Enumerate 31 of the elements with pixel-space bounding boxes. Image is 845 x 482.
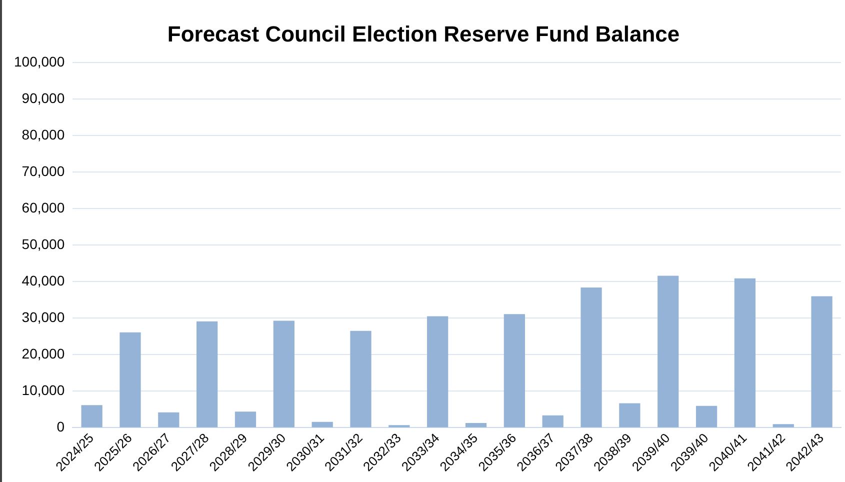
bar — [772, 424, 794, 428]
y-tick-label: 10,000 — [22, 382, 65, 398]
bar — [158, 412, 180, 428]
bar — [196, 321, 218, 428]
chart-title: Forecast Council Election Reserve Fund Balance — [167, 21, 680, 46]
y-tick-label: 20,000 — [22, 346, 65, 362]
bar — [811, 296, 832, 428]
y-tick-label: 0 — [56, 418, 65, 435]
bar — [465, 422, 487, 428]
y-tick-label: 100,000 — [14, 53, 65, 70]
bar — [312, 422, 333, 428]
y-tick-label: 70,000 — [22, 162, 65, 179]
bar — [734, 278, 756, 428]
bar — [580, 287, 602, 428]
y-tick-label: 50,000 — [22, 236, 65, 252]
y-tick-label: 80,000 — [22, 126, 65, 142]
bar — [427, 316, 448, 428]
y-tick-label: 40,000 — [22, 272, 65, 288]
bar — [619, 403, 640, 428]
bar — [542, 415, 564, 428]
bar — [120, 332, 141, 428]
bar — [273, 320, 294, 428]
bar — [234, 412, 256, 428]
y-tick-label: 90,000 — [22, 90, 65, 106]
bar — [658, 276, 679, 428]
bar — [350, 330, 372, 428]
y-tick-label: 30,000 — [22, 309, 65, 325]
bar — [504, 314, 525, 428]
y-tick-label: 60,000 — [22, 199, 65, 216]
bar — [81, 405, 102, 428]
bar — [696, 406, 718, 428]
